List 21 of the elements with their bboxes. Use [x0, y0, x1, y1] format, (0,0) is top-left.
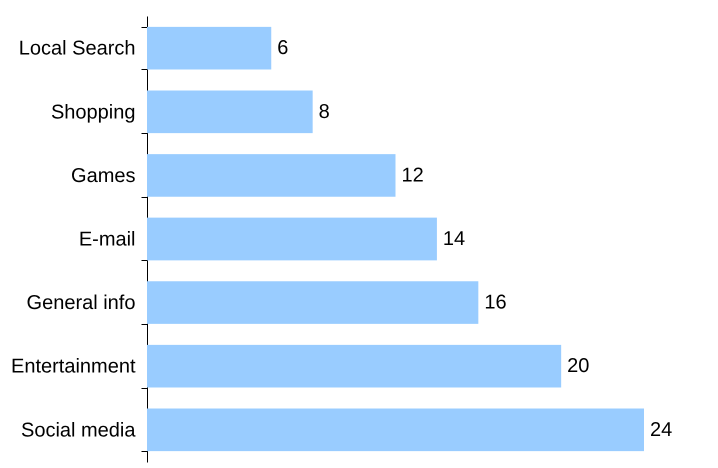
data-label: 8 — [318, 100, 330, 123]
y-tick-label: Games — [71, 164, 136, 187]
bar — [147, 344, 562, 388]
data-label: 20 — [567, 355, 590, 378]
bar — [147, 26, 272, 70]
data-label: 12 — [402, 164, 424, 186]
bar — [147, 218, 437, 260]
bar — [147, 90, 313, 134]
y-tick-label: Shopping — [50, 101, 136, 124]
bar — [147, 281, 478, 324]
y-tick-label: E-mail — [78, 228, 136, 250]
bar — [147, 408, 644, 452]
data-label: 16 — [484, 292, 507, 314]
y-tick-label: General info — [26, 292, 136, 314]
y-tick-label: Local Search — [18, 38, 136, 60]
y-tick-label: Entertainment — [10, 356, 136, 378]
y-tick-label: Social media — [20, 419, 136, 442]
data-label: 6 — [277, 37, 288, 60]
bar — [147, 154, 396, 197]
data-label: 24 — [650, 418, 672, 441]
data-label: 14 — [442, 228, 466, 250]
